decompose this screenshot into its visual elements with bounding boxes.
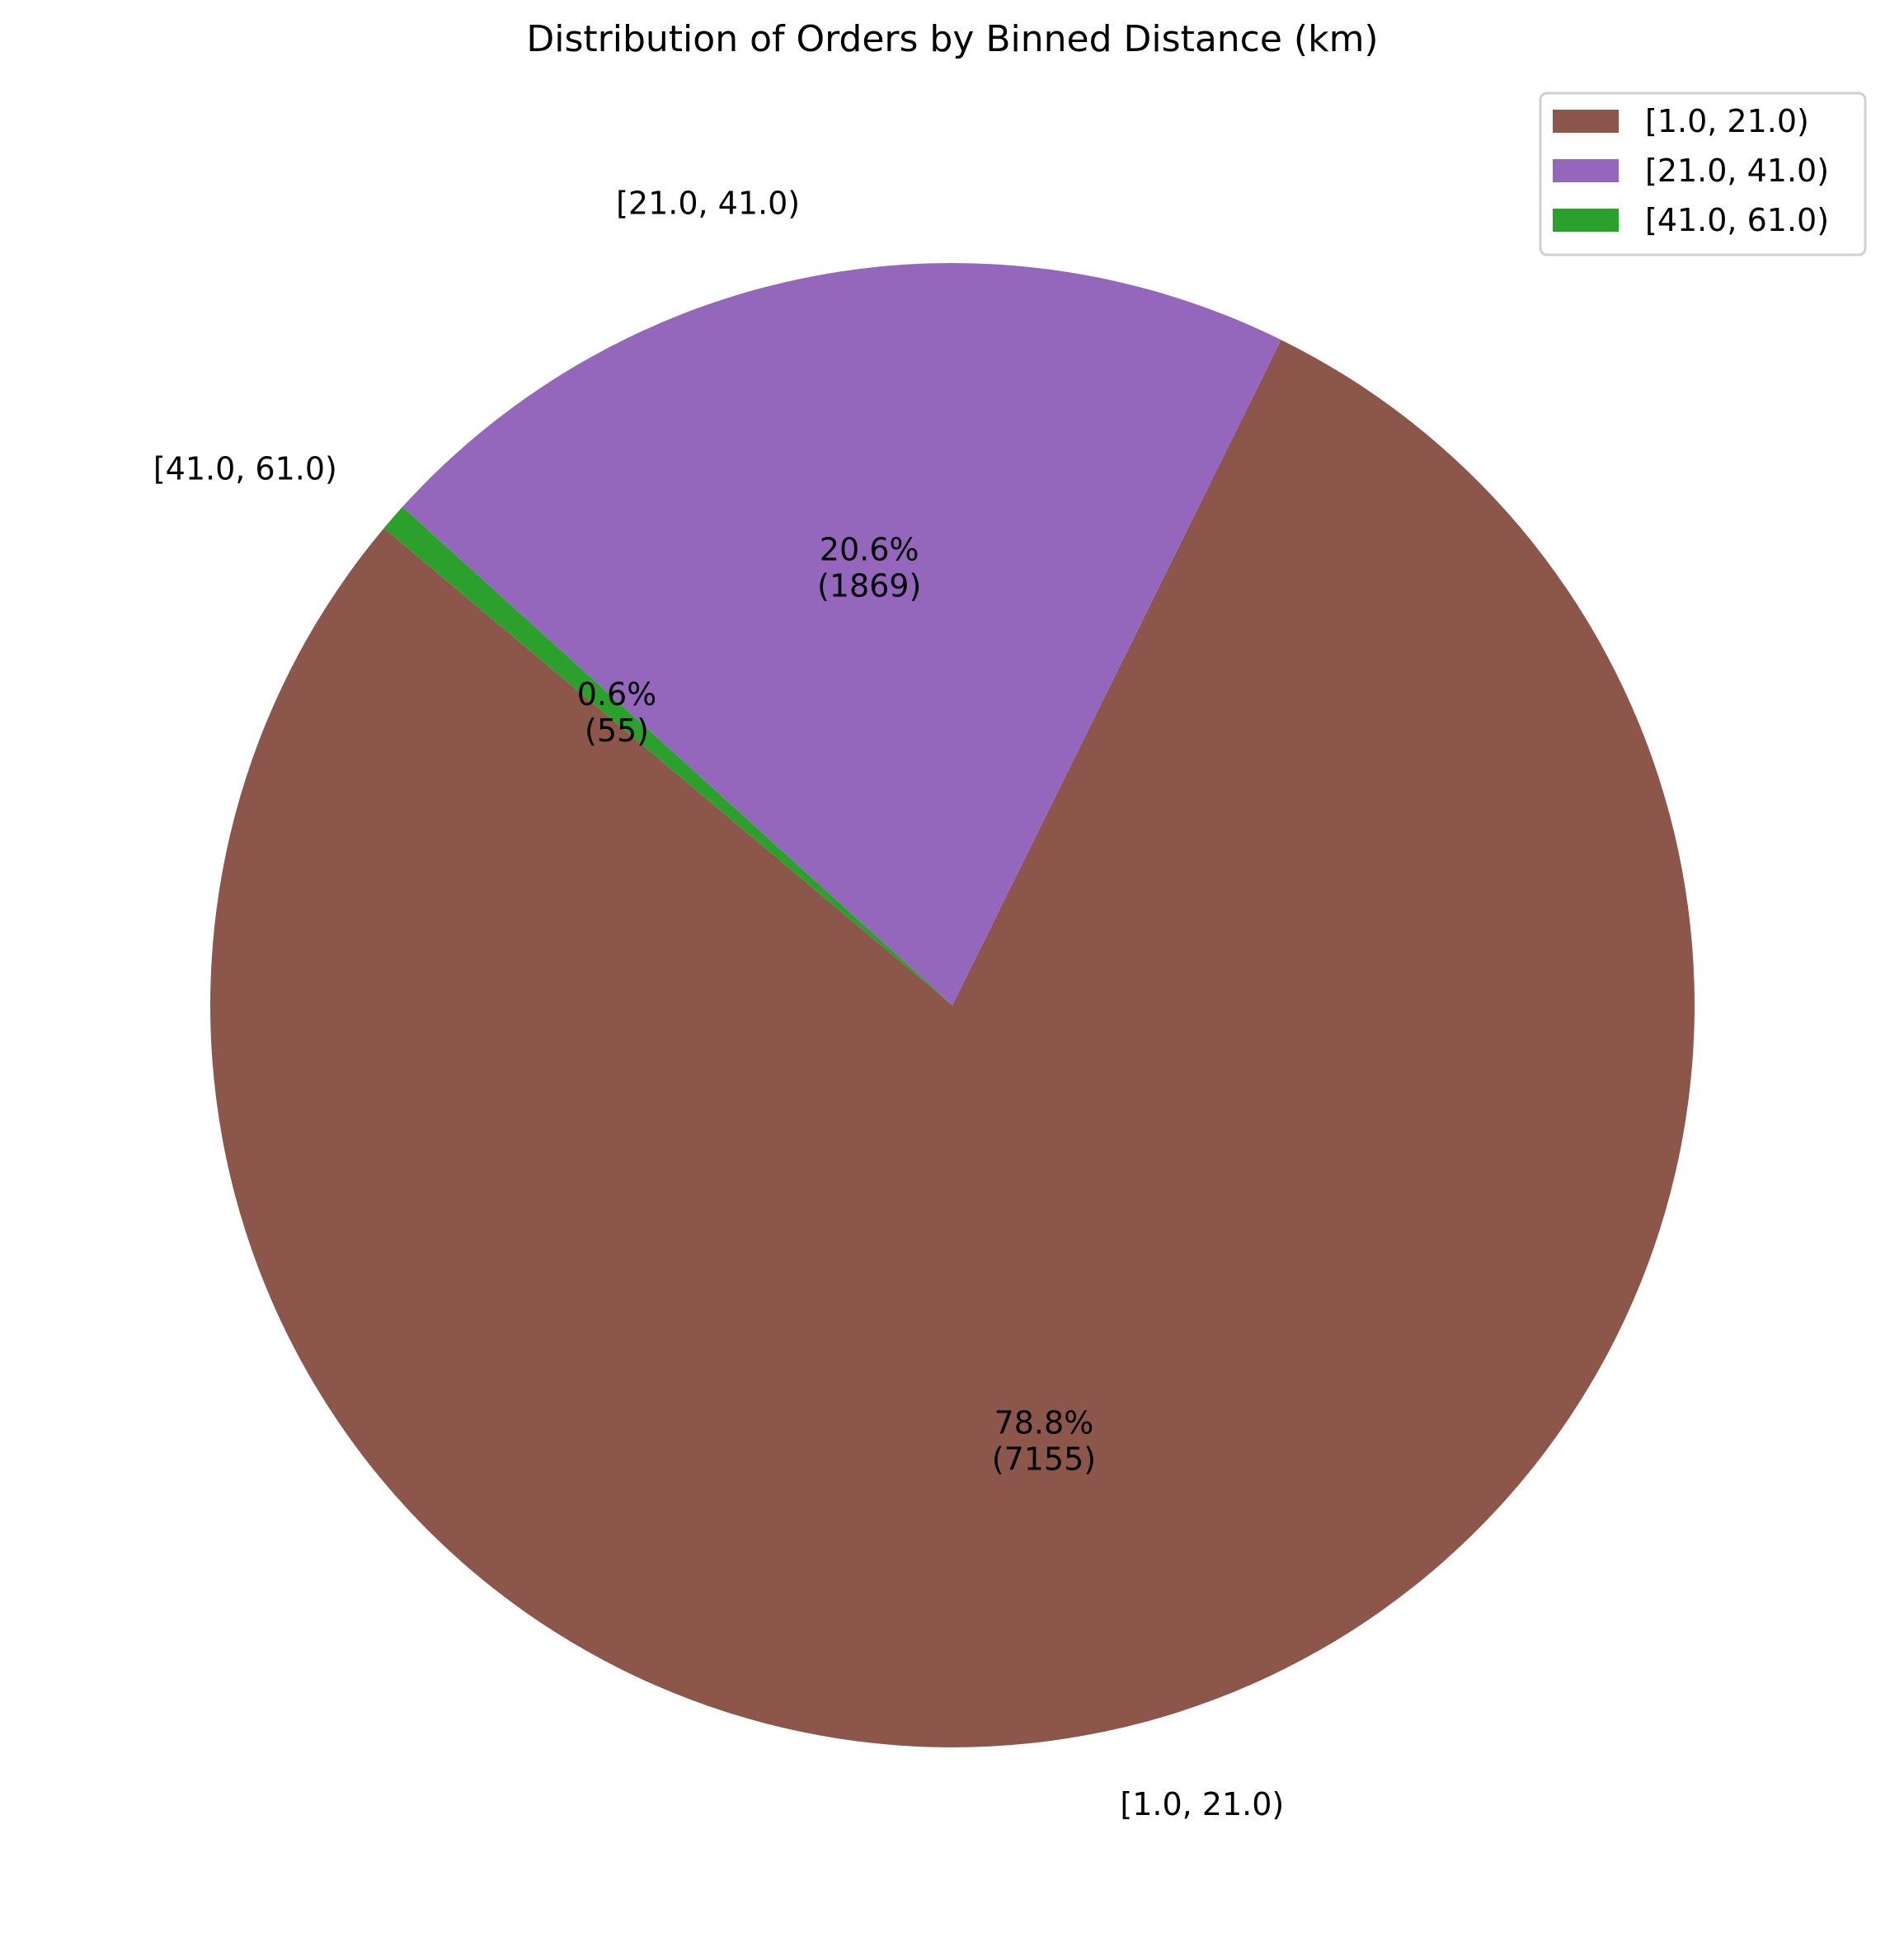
slice-outer-labels: [1.0, 21.0) [21.0, 41.0) [41.0, 61.0) [153,185,1284,1822]
slice-count-21-0-41-0: (1869) [817,568,921,604]
slice-count-41-0-61-0: (55) [585,712,649,749]
slice-label-1-0-21-0: [1.0, 21.0) [1120,1786,1284,1822]
slice-inner-labels: 78.8%(7155) 20.6%(1869) 0.6%(55) [577,532,1096,1478]
legend-swatch-41-0-61-0 [1553,209,1619,232]
slice-count-1-0-21-0: (7155) [992,1441,1096,1477]
slice-percent-41-0-61-0: 0.6% [577,676,657,712]
slice-label-41-0-61-0: [41.0, 61.0) [153,450,337,487]
legend-label-21-0-41-0: [21.0, 41.0) [1645,153,1829,189]
slice-label-21-0-41-0: [21.0, 41.0) [616,185,800,221]
pie-slice-1-0-21-0 [209,340,1695,1748]
legend-swatch-21-0-41-0 [1553,159,1619,182]
pie-slice-41-0-61-0 [383,506,952,1005]
legend-frame [1539,92,1867,256]
pie-slice-21-0-41-0 [402,263,1281,1005]
legend: [1.0, 21.0) [21.0, 41.0) [41.0, 61.0) [1539,92,1867,256]
legend-items: [1.0, 21.0) [21.0, 41.0) [41.0, 61.0) [1553,103,1829,238]
legend-swatch-1-0-21-0 [1553,110,1619,133]
slice-percent-21-0-41-0: 20.6% [820,532,919,568]
legend-label-1-0-21-0: [1.0, 21.0) [1645,103,1809,139]
legend-label-41-0-61-0: [41.0, 61.0) [1645,202,1829,238]
chart-title: Distribution of Orders by Binned Distanc… [526,18,1378,60]
slice-percent-1-0-21-0: 78.8% [994,1404,1094,1441]
pie-slices [209,263,1695,1748]
